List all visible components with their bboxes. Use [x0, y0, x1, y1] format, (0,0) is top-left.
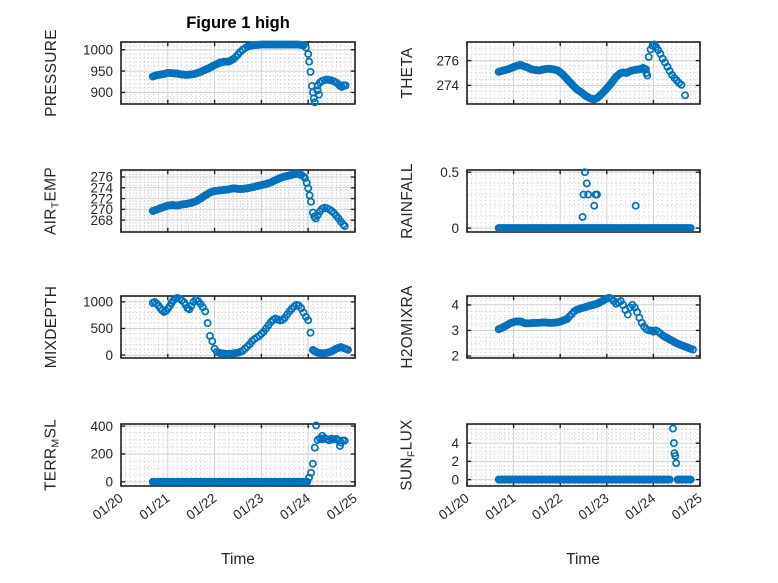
y-tick-labels: 0 500 1000 — [82, 295, 112, 363]
svg-text:274: 274 — [436, 78, 459, 93]
svg-text:276: 276 — [436, 53, 459, 68]
pressure-plot-area: 900 950 1000 — [82, 40, 356, 107]
svg-text:01/22: 01/22 — [528, 490, 564, 522]
minor-grid — [121, 296, 354, 358]
axes-box — [465, 41, 701, 105]
figure-title: Figure 1 high — [186, 14, 290, 32]
svg-text:1000: 1000 — [82, 295, 112, 310]
scatter-series — [494, 293, 697, 354]
y-tick-labels: 00.5 — [440, 165, 459, 236]
svg-text:0: 0 — [451, 221, 459, 236]
svg-text:01/22: 01/22 — [183, 490, 219, 522]
h2omixra-plot-area: 2 3 4 — [451, 293, 701, 364]
air-temp-ylabel: AIRTEMP — [42, 167, 62, 235]
subplot-h2omixra: 2 3 4 — [451, 293, 701, 364]
terr-msl-plot-area: 0 200 400 01/20 01/21 01/22 01/23 01/24 01/25 — [89, 419, 359, 523]
svg-text:274: 274 — [90, 181, 113, 196]
x-tick-labels: 01/20 01/21 01/22 01/23 01/24 01/25 — [435, 490, 704, 523]
svg-text:01/21: 01/21 — [136, 490, 172, 522]
scatter-series — [494, 40, 689, 104]
subplot-mixdepth: 0 500 1000 — [82, 293, 356, 363]
svg-text:01/23: 01/23 — [575, 490, 611, 522]
subplot-sun-flux: 0 2 4 01/20 01/21 01/22 01/23 01/24 01/25 — [435, 423, 704, 523]
y-tick-labels: 0 200 400 — [90, 419, 113, 490]
scatter-series — [148, 40, 350, 107]
axes-box — [465, 295, 701, 359]
x-axis-label-right: Time — [566, 551, 600, 568]
subplot-rainfall: 0 0.5 — [440, 165, 701, 236]
mixdepth-plot-area: 0 500 1000 — [82, 293, 356, 363]
minor-grid — [121, 170, 354, 232]
h2omixra-ylabel: H2OMIXRA — [399, 285, 416, 369]
major-grid — [120, 170, 355, 232]
svg-text:200: 200 — [90, 447, 113, 462]
y-tick-labels: 0 2 4 — [451, 436, 459, 487]
svg-text:4: 4 — [451, 436, 459, 451]
axes-box — [119, 41, 356, 105]
axes-box — [465, 423, 701, 487]
tick-marks — [465, 296, 701, 358]
tick-marks — [119, 296, 356, 358]
scatter-series — [148, 421, 349, 486]
svg-text:01/23: 01/23 — [230, 490, 266, 522]
svg-text:272: 272 — [90, 191, 113, 206]
svg-text:270: 270 — [90, 202, 113, 217]
scatter-series — [494, 168, 695, 233]
axes-box — [119, 423, 356, 487]
axes-box — [119, 169, 356, 233]
svg-text:900: 900 — [90, 85, 113, 100]
theta-ylabel: THETA — [399, 47, 416, 99]
svg-text:2: 2 — [451, 454, 459, 469]
terr-msl-ylabel: TERRMSL — [42, 418, 62, 492]
y-tick-labels: 900 950 1000 — [82, 42, 112, 100]
subplot-pressure: 900 950 1000 — [82, 40, 356, 107]
rainfall-plot-area: 00.5 — [440, 165, 701, 236]
theta-plot-area: 274 276 — [436, 40, 701, 105]
svg-text:1000: 1000 — [82, 42, 112, 57]
svg-text:2: 2 — [451, 349, 459, 364]
subplot-terr-msl: 0 200 400 01/20 01/21 01/22 01/23 01/24 01/25 — [89, 419, 359, 523]
svg-text:3: 3 — [451, 323, 459, 338]
subplot-air-temp: 268 270 272 274 276 — [90, 169, 356, 233]
svg-text:01/20: 01/20 — [89, 490, 125, 522]
x-tick-labels: 01/20 01/21 01/22 01/23 01/24 01/25 — [89, 490, 359, 523]
scatter-series — [494, 424, 695, 484]
tick-marks — [465, 42, 701, 104]
svg-text:400: 400 — [90, 419, 113, 434]
scatter-series — [148, 293, 352, 358]
svg-text:01/25: 01/25 — [668, 490, 704, 522]
svg-text:01/20: 01/20 — [435, 490, 471, 522]
svg-text:01/24: 01/24 — [622, 490, 658, 523]
sun-flux-ylabel: SUNFLUX — [398, 419, 418, 491]
y-tick-labels: 274 276 — [436, 53, 459, 93]
svg-text:0.5: 0.5 — [440, 165, 459, 180]
subplot-theta: 274 276 — [436, 40, 701, 105]
svg-text:500: 500 — [90, 321, 113, 336]
sun-flux-plot-area: 0 2 4 01/20 01/21 01/22 01/23 01/24 01/25 — [435, 423, 704, 523]
svg-text:276: 276 — [90, 170, 113, 185]
mixdepth-ylabel: MIXDEPTH — [43, 285, 60, 369]
svg-text:0: 0 — [451, 472, 459, 487]
scatter-series — [148, 169, 349, 231]
x-axis-label-left: Time — [221, 551, 255, 568]
tick-marks — [119, 170, 356, 232]
svg-text:01/24: 01/24 — [276, 490, 312, 523]
minor-grid — [121, 424, 354, 486]
tick-marks — [119, 424, 356, 486]
svg-text:01/21: 01/21 — [482, 490, 518, 522]
minor-grid — [467, 170, 699, 232]
rainfall-ylabel: RAINFALL — [399, 163, 416, 239]
y-tick-labels: 2 3 4 — [451, 298, 459, 364]
svg-text:268: 268 — [90, 213, 113, 228]
svg-text:0: 0 — [105, 475, 113, 490]
svg-text:0: 0 — [105, 348, 113, 363]
svg-text:01/25: 01/25 — [323, 490, 359, 522]
svg-text:4: 4 — [451, 298, 459, 313]
pressure-ylabel: PRESSURE — [43, 29, 60, 117]
svg-text:950: 950 — [90, 64, 113, 79]
axes-box — [119, 295, 356, 359]
